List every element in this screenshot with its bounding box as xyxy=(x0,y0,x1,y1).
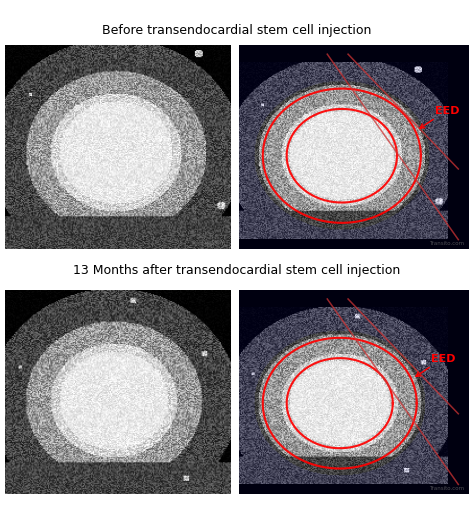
Text: Transito.com: Transito.com xyxy=(429,485,465,490)
Text: Transito.com: Transito.com xyxy=(190,485,225,490)
Text: Transito.com: Transito.com xyxy=(190,240,225,245)
Text: 13 Months after transendocardial stem cell injection: 13 Months after transendocardial stem ce… xyxy=(73,263,401,276)
Text: Before transendocardial stem cell injection: Before transendocardial stem cell inject… xyxy=(102,24,372,37)
Text: EED: EED xyxy=(416,353,456,377)
Text: Transito.com: Transito.com xyxy=(429,240,465,245)
Text: EED: EED xyxy=(420,106,459,129)
